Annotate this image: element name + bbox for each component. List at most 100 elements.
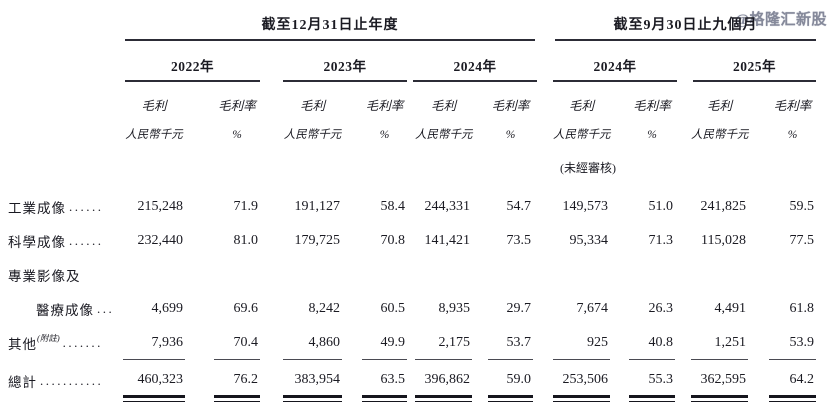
cell-value: 396,862 [415, 364, 472, 402]
cell-value [769, 258, 816, 292]
unit-percent: % [379, 129, 390, 141]
row-label: 醫療成像... [8, 292, 148, 326]
table-row: 科學成像...... 232,440 81.0 179,725 70.8 141,421… [0, 224, 830, 258]
cell-value: 232,440 [137, 233, 184, 248]
cell-value: 4,860 [283, 326, 342, 360]
segment-name: 專業影像及 [8, 269, 81, 284]
row-label: 專業影像及 [8, 258, 120, 292]
year-header-2023: 2023年 [283, 57, 407, 82]
cell-value: 115,028 [701, 233, 746, 248]
cell-value: 53.9 [769, 326, 816, 360]
cell-value: 241,825 [700, 199, 747, 214]
unit-percent: % [505, 129, 516, 141]
cell-value: 53.7 [488, 326, 533, 360]
cell-value [691, 258, 748, 292]
unit-rmb-thousand: 人民幣千元 [415, 129, 473, 141]
cell-value: 73.5 [506, 233, 532, 248]
col-header-gross-profit: 毛利 [568, 99, 594, 113]
cell-value [362, 258, 407, 292]
cell-value [123, 258, 185, 292]
cell-value: 383,954 [283, 364, 342, 402]
cell-value: 191,127 [294, 199, 341, 214]
unit-rmb-thousand: 人民幣千元 [283, 129, 342, 141]
cell-value [629, 258, 675, 292]
dot-leader: ...... [69, 233, 104, 248]
segment-name: 其他 [8, 337, 37, 352]
cell-value: 69.6 [233, 301, 259, 316]
col-header-gross-margin: 毛利率 [491, 99, 530, 113]
unit-rmb-thousand: 人民幣千元 [691, 129, 749, 141]
dot-leader: ...... [69, 199, 104, 214]
footnote-ref: (附註) [37, 333, 60, 343]
cell-value: 141,421 [424, 233, 471, 248]
cell-value: 8,242 [308, 301, 341, 316]
row-label: 工業成像...... [8, 190, 120, 224]
cell-value: 26.3 [648, 301, 674, 316]
col-header-gross-margin: 毛利率 [218, 99, 256, 113]
cell-value [283, 258, 342, 292]
col-header-gross-profit: 毛利 [299, 99, 325, 113]
cell-value: 70.4 [214, 326, 260, 360]
cell-value: 81.0 [233, 233, 259, 248]
cell-value: 1,251 [691, 326, 748, 360]
cell-value [214, 258, 260, 292]
table-row: 醫療成像... 4,699 69.6 8,242 60.5 8,935 29.7 7,674… [0, 292, 830, 326]
col-header-gross-profit: 毛利 [430, 99, 456, 113]
cell-value: 49.9 [362, 326, 407, 360]
cell-value: 253,506 [553, 364, 610, 402]
cell-value [488, 258, 533, 292]
dot-leader: ........... [40, 373, 104, 388]
group-rule-annual [125, 39, 535, 41]
cell-value: 64.2 [769, 364, 816, 402]
cell-value: 460,323 [123, 364, 185, 402]
cell-value: 2,175 [415, 326, 472, 360]
cell-value: 925 [553, 326, 610, 360]
cell-value: 4,491 [714, 301, 747, 316]
cell-value: 244,331 [424, 199, 471, 214]
row-label: 總計........... [8, 364, 120, 398]
table-row: 總計........... 460,323 76.2 383,954 63.5 396,… [0, 364, 830, 402]
cell-value: 4,699 [151, 301, 184, 316]
year-header-2024: 2024年 [413, 57, 537, 82]
col-header-gross-profit: 毛利 [706, 99, 732, 113]
cell-value: 215,248 [137, 199, 184, 214]
cell-value [553, 258, 610, 292]
cell-value: 59.0 [488, 364, 533, 402]
cell-value: 29.7 [506, 301, 532, 316]
dot-leader: ... [97, 301, 115, 316]
year-header-9m2025: 2025年 [693, 57, 816, 82]
segment-name: 醫療成像 [36, 303, 94, 318]
cell-value: 54.7 [506, 199, 532, 214]
unit-percent: % [787, 129, 798, 141]
cell-value: 95,334 [569, 233, 609, 248]
year-header-9m2024: 2024年 [553, 57, 677, 82]
cell-value: 61.8 [789, 301, 815, 316]
table-row: 其他 (附註)....... 7,936 70.4 4,860 49.9 2,175 53.… [0, 326, 830, 360]
cell-value: 55.3 [629, 364, 675, 402]
segment-name: 總計 [8, 375, 37, 390]
cell-value: 76.2 [214, 364, 260, 402]
cell-value: 70.8 [380, 233, 406, 248]
period-group-title-nine-months: 截至9月30日止九個月 [613, 18, 758, 33]
col-header-gross-margin: 毛利率 [365, 99, 404, 113]
col-header-gross-margin: 毛利率 [773, 99, 812, 113]
cell-value: 362,595 [691, 364, 748, 402]
cell-value: 40.8 [629, 326, 675, 360]
col-header-gross-margin: 毛利率 [633, 99, 671, 113]
period-group-title-annual: 截至12月31日止年度 [261, 18, 399, 33]
cell-value: 59.5 [789, 199, 815, 214]
unit-rmb-thousand: 人民幣千元 [553, 129, 611, 141]
unit-rmb-thousand: 人民幣千元 [125, 129, 183, 141]
unit-percent: % [647, 129, 657, 141]
unit-percent: % [232, 129, 242, 141]
year-header-2022: 2022年 [125, 57, 260, 82]
dot-leader: ....... [62, 335, 103, 350]
cell-value: 71.9 [233, 199, 259, 214]
row-label: 其他 (附註)....... [8, 326, 120, 360]
cell-value: 63.5 [362, 364, 407, 402]
gelonghui-watermark: @格隆汇新股 [735, 12, 827, 28]
cell-value: 149,573 [562, 199, 609, 214]
cell-value: 7,936 [123, 326, 185, 360]
cell-value [415, 258, 472, 292]
